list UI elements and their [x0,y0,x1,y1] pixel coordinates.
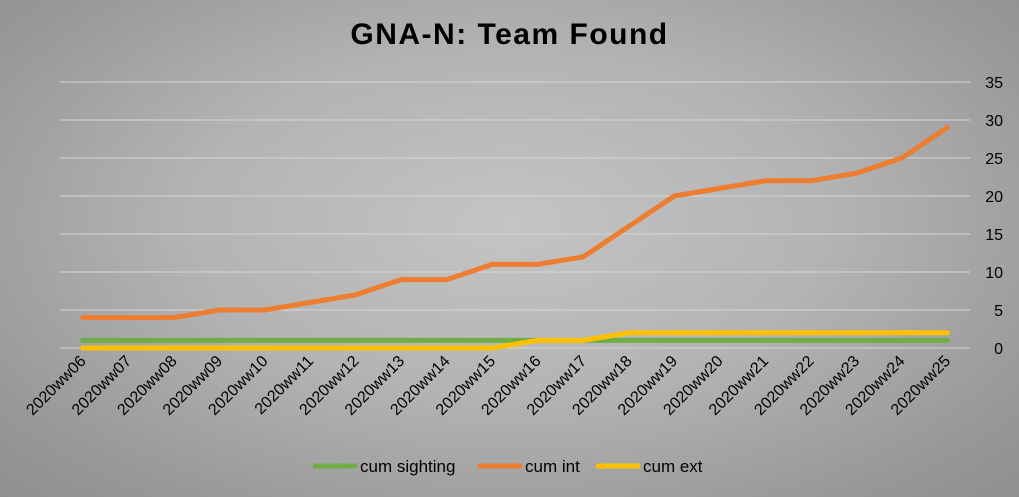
series-line-1 [80,125,950,321]
y-tick-label: 15 [985,227,1003,244]
data-point [853,337,859,343]
legend-label: cum ext [643,457,703,476]
data-point [717,337,723,343]
data-point [489,337,495,343]
data-point [80,315,86,321]
data-point [171,315,177,321]
y-tick-label: 10 [985,265,1003,282]
data-point [853,170,859,176]
y-tick-label: 35 [985,75,1003,92]
data-point [307,337,313,343]
legend-item: cum ext [596,457,703,476]
y-axis-ticks: 0 5 10 15 20 25 30 35 [985,75,1003,358]
y-tick-label: 30 [985,113,1003,130]
legend: cum sighting cum int cum ext [313,457,703,476]
data-point [216,345,222,351]
data-point [899,330,905,336]
legend-item: cum int [478,457,580,476]
data-point [444,277,450,283]
data-point [398,277,404,283]
data-point [444,345,450,351]
series-lines [80,125,950,351]
data-point [626,337,632,343]
data-point [216,337,222,343]
data-point [444,337,450,343]
data-point [717,185,723,191]
data-point [717,330,723,336]
data-point [671,330,677,336]
data-point [808,178,814,184]
gridlines [60,81,970,349]
data-point [171,345,177,351]
data-point [262,307,268,313]
data-point [171,337,177,343]
y-tick-label: 0 [994,341,1003,358]
data-point [808,337,814,343]
data-point [762,337,768,343]
data-point [80,345,86,351]
data-point [80,337,86,343]
data-point [671,337,677,343]
data-point [353,337,359,343]
data-point [762,178,768,184]
data-point [944,125,950,131]
data-point [808,330,814,336]
data-point [671,193,677,199]
chart-title: GNA-N: Team Found [350,18,669,51]
data-point [899,337,905,343]
data-point [626,330,632,336]
data-point [262,337,268,343]
x-axis-ticks: 2020ww062020ww072020ww082020ww092020ww10… [23,353,954,419]
data-point [535,261,541,267]
data-point [762,330,768,336]
data-point [262,345,268,351]
data-point [853,330,859,336]
data-point [125,315,131,321]
data-point [125,345,131,351]
data-point [899,155,905,161]
data-point [944,330,950,336]
data-point [398,337,404,343]
series-line-2 [80,330,950,351]
y-tick-label: 5 [994,303,1003,320]
legend-label: cum int [525,457,580,476]
data-point [353,292,359,298]
data-point [944,337,950,343]
data-point [489,345,495,351]
data-point [216,307,222,313]
y-tick-label: 20 [985,189,1003,206]
data-point [353,345,359,351]
data-point [580,254,586,260]
data-point [125,337,131,343]
data-point [535,337,541,343]
legend-label: cum sighting [360,457,455,476]
data-point [489,261,495,267]
data-point [580,337,586,343]
data-point [398,345,404,351]
y-tick-label: 25 [985,151,1003,168]
legend-item: cum sighting [313,457,455,476]
data-point [307,299,313,305]
data-point [626,223,632,229]
data-point [307,345,313,351]
